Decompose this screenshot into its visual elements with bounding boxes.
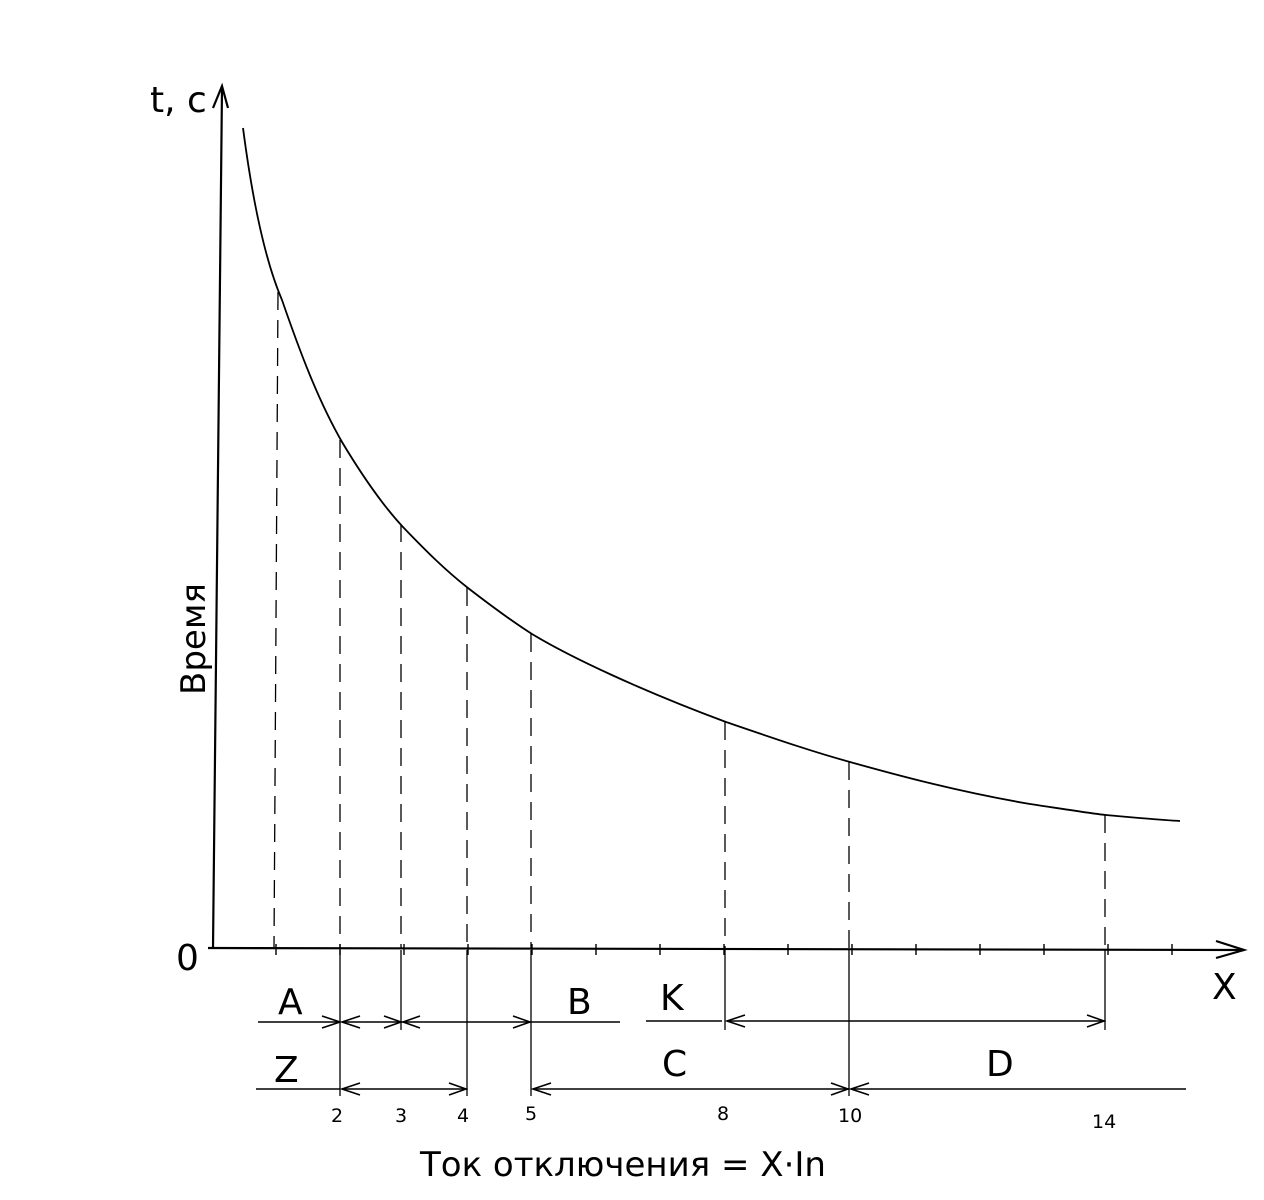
arrow-right-4 xyxy=(448,1082,469,1096)
range-label-z: Z xyxy=(274,1050,299,1091)
arrow-left-10 xyxy=(848,1082,870,1096)
arrow-right-10 xyxy=(830,1082,851,1096)
range-label-c: C xyxy=(662,1044,687,1085)
x-tick-labels: 2 3 4 5 8 10 14 xyxy=(331,1103,1116,1133)
x-tick-label: 14 xyxy=(1092,1111,1116,1133)
y-axis-arrow xyxy=(211,82,230,109)
arrow-left-8 xyxy=(724,1014,746,1028)
arrow-right-5 xyxy=(512,1015,533,1029)
drop-line-1-5 xyxy=(273,291,279,949)
x-tick-label: 3 xyxy=(395,1105,407,1127)
arrow-right-14 xyxy=(1086,1014,1107,1028)
x-axis-end-label: X xyxy=(1212,967,1237,1008)
x-tick-label: 2 xyxy=(331,1105,343,1127)
range-label-k: K xyxy=(660,978,685,1019)
y-axis-title: Время xyxy=(174,583,214,695)
range-boundaries xyxy=(339,950,1106,1096)
range-label-d: D xyxy=(986,1044,1014,1085)
axes xyxy=(207,82,1248,960)
trip-curve xyxy=(242,127,1181,822)
x-tick-label: 5 xyxy=(525,1103,537,1125)
x-tick-label: 8 xyxy=(717,1103,729,1125)
y-axis-unit-label: t, c xyxy=(150,80,207,121)
x-axis-minor-ticks xyxy=(275,944,1173,955)
range-row-2 xyxy=(256,1082,1186,1096)
range-label-a: A xyxy=(278,982,303,1023)
x-axis xyxy=(207,946,1245,952)
x-tick-label: 4 xyxy=(457,1105,469,1127)
range-row-1 xyxy=(258,1014,1107,1029)
x-tick-label: 10 xyxy=(838,1105,862,1127)
range-labels: A B K Z C D xyxy=(274,978,1014,1091)
range-label-b: B xyxy=(567,982,592,1023)
origin-label: 0 xyxy=(176,938,199,979)
x-axis-title: Ток отключения = X·In xyxy=(419,1145,826,1185)
arrow-left-2b xyxy=(339,1082,361,1096)
drop-lines xyxy=(273,291,1106,949)
x-axis-arrow xyxy=(1215,939,1248,960)
arrow-left-3 xyxy=(400,1015,421,1029)
arrow-left-2 xyxy=(339,1015,361,1029)
arrow-left-5 xyxy=(530,1082,552,1096)
y-axis xyxy=(211,87,224,949)
